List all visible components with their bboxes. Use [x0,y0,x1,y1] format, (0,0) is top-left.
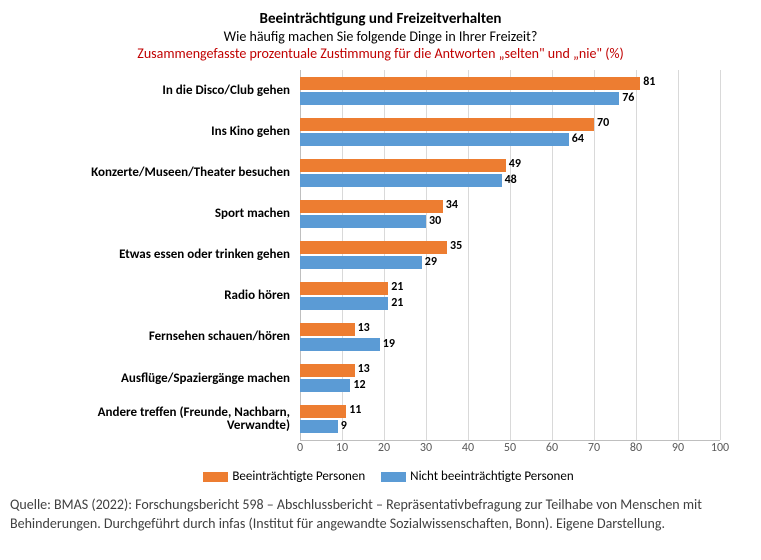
bar-series-0 [300,323,355,336]
bar-pair: 119 [300,403,720,435]
category-label: Andere treffen (Freunde, Nachbarn, Verwa… [60,406,296,433]
bar-series-1 [300,420,338,433]
bar-value-label: 19 [383,337,395,351]
category-row: Ins Kino gehen7064 [300,116,720,148]
bar-pair: 35 29 [300,239,720,271]
category-row: Sport machen3430 [300,198,720,230]
bar-series-1 [300,297,388,310]
bar-value-label: 30 [429,214,441,228]
bar-value-label: 76 [622,91,634,105]
x-tick-label: 0 [297,441,303,455]
bar-series-0 [300,282,388,295]
bar-series-0 [300,118,594,131]
bar-value-label: 49 [509,157,521,171]
x-tick-label: 20 [378,441,390,455]
chart-area: In die Disco/Club gehen8176Ins Kino gehe… [70,70,731,459]
bar-pair: 4948 [300,157,720,189]
bar-value-label: 21 [391,296,403,310]
x-tick-label: 60 [546,441,558,455]
bar-pair: 1312 [300,362,720,394]
bar-series-1 [300,174,502,187]
bar-series-0 [300,241,447,254]
bar-value-label: 81 [643,75,655,89]
chart-title-main: Beeinträchtigung und Freizeitverhalten [10,10,751,28]
legend-swatch [203,472,228,482]
bar-value-label: 29 [425,255,437,269]
bar-series-1 [300,338,380,351]
bar-pair: 13 19 [300,321,720,353]
chart-title-note: Zusammengefasste prozentuale Zustimmung … [10,45,751,62]
category-label: Ausflüge/Spaziergänge machen [60,372,296,386]
x-tick-label: 30 [420,441,432,455]
bar-value-label: 21 [391,280,403,294]
chart-title-sub: Wie häufig machen Sie folgende Dinge in … [10,28,751,45]
bar-pair: 70 64 [300,116,720,148]
category-label: Etwas essen oder trinken gehen [60,248,296,262]
bar-value-label: 70 [597,116,609,130]
bar-value-label: 35 [450,239,462,253]
bar-series-1 [300,215,426,228]
bar-value-label: 9 [341,419,347,433]
bar-series-0 [300,77,640,90]
bar-pair: 34 30 [300,198,720,230]
category-row: Ausflüge/Spaziergänge machen1312 [300,362,720,394]
x-tick-label: 40 [462,441,474,455]
bar-series-0 [300,200,443,213]
bar-value-label: 64 [572,132,584,146]
legend-swatch [381,472,406,482]
bar-series-1 [300,92,619,105]
bar-series-1 [300,133,569,146]
category-label: Sport machen [60,207,296,221]
category-label: In die Disco/Club gehen [60,84,296,98]
bar-value-label: 12 [353,378,365,392]
bar-series-0 [300,364,355,377]
legend-label: Nicht beeinträchtigte Personen [410,469,573,484]
x-tick-label: 80 [630,441,642,455]
x-tick-label: 50 [504,441,516,455]
category-label: Radio hören [60,289,296,303]
category-row: In die Disco/Club gehen8176 [300,75,720,107]
chart-legend: Beeinträchtigte Personen Nicht beeinträch… [10,469,751,484]
bar-value-label: 48 [505,173,517,187]
x-axis: 0102030405060708090100 [300,441,720,459]
bar-series-1 [300,256,422,269]
bar-value-label: 13 [358,362,370,376]
chart-title-block: Beeinträchtigung und Freizeitverhalten W… [10,10,751,62]
x-tick-label: 10 [336,441,348,455]
bar-series-0 [300,159,506,172]
category-row: Andere treffen (Freunde, Nachbarn, Verwa… [300,403,720,435]
bar-pair: 2121 [300,280,720,312]
category-row: Fernsehen schauen/hören1319 [300,321,720,353]
x-tick-label: 100 [711,441,729,455]
bar-value-label: 11 [349,403,361,417]
category-label: Konzerte/Museen/Theater besuchen [60,166,296,180]
x-tick-label: 70 [588,441,600,455]
category-label: Fernsehen schauen/hören [60,330,296,344]
category-row: Konzerte/Museen/Theater besuchen4948 [300,157,720,189]
category-label: Ins Kino gehen [60,125,296,139]
bar-value-label: 34 [446,198,458,212]
bar-series-1 [300,379,350,392]
category-row: Etwas essen oder trinken gehen3529 [300,239,720,271]
bar-pair: 81 76 [300,75,720,107]
gridline [720,70,721,440]
category-row: Radio hören2121 [300,280,720,312]
source-text: Quelle: BMAS (2022): Forschungsbericht 5… [10,496,751,534]
x-tick-label: 90 [672,441,684,455]
legend-label: Beeinträchtigte Personen [232,469,365,484]
bar-series-0 [300,405,346,418]
plot-region: In die Disco/Club gehen8176Ins Kino gehe… [300,70,720,441]
bar-value-label: 13 [358,321,370,335]
